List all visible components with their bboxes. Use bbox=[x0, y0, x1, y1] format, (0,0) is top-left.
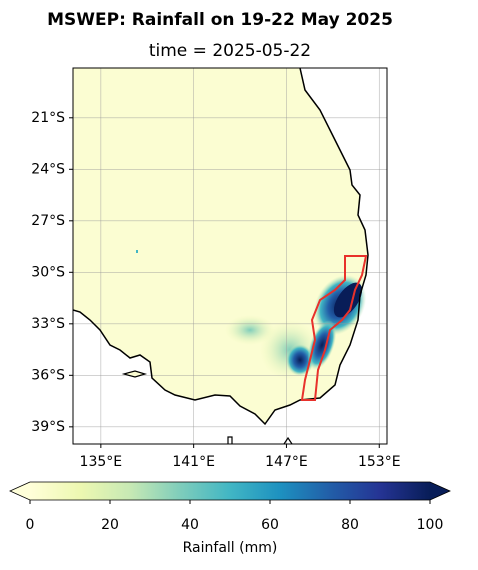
region-outline bbox=[300, 255, 368, 401]
y-tick-label: 36°S bbox=[31, 367, 65, 383]
map-frame bbox=[72, 67, 388, 445]
colorbar bbox=[30, 482, 430, 500]
rain-speck bbox=[136, 250, 138, 253]
x-tick-label: 147°E bbox=[265, 454, 308, 470]
island bbox=[121, 370, 148, 378]
colorbar-extend-high bbox=[430, 482, 450, 500]
colorbar-tick-label: 40 bbox=[181, 517, 199, 533]
y-tick-label: 33°S bbox=[31, 316, 65, 332]
colorbar-tick-label: 60 bbox=[261, 517, 279, 533]
rain-field bbox=[225, 315, 275, 345]
colorbar-extend-low bbox=[10, 482, 30, 500]
colorbar-label: Rainfall (mm) bbox=[183, 540, 278, 556]
x-tick-label: 153°E bbox=[358, 454, 401, 470]
colorbar-tick-label: 0 bbox=[26, 517, 35, 533]
subtitle: time = 2025-05-22 bbox=[149, 41, 311, 61]
coastline bbox=[73, 68, 369, 426]
y-tick-label: 39°S bbox=[31, 419, 65, 435]
y-tick-label: 27°S bbox=[31, 213, 65, 229]
colorbar-tick-label: 80 bbox=[341, 517, 359, 533]
title: MSWEP: Rainfall on 19-22 May 2025 bbox=[47, 10, 393, 30]
y-tick-label: 21°S bbox=[31, 110, 65, 126]
x-tick-label: 135°E bbox=[80, 454, 123, 470]
tasmania-edge bbox=[227, 436, 293, 444]
y-tick-label: 24°S bbox=[31, 161, 65, 177]
x-tick-label: 141°E bbox=[172, 454, 215, 470]
colorbar-tick-label: 100 bbox=[417, 517, 444, 533]
map-area bbox=[73, 68, 387, 444]
colorbar-tick-label: 20 bbox=[101, 517, 119, 533]
y-tick-label: 30°S bbox=[31, 264, 65, 280]
